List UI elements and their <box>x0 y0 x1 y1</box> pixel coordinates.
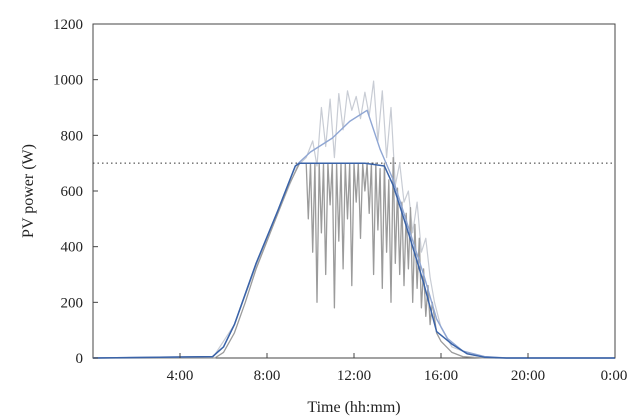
x-tick-label: 12:00 <box>337 368 371 384</box>
y-tick-label: 400 <box>61 240 84 256</box>
y-tick-label: 1200 <box>53 17 83 33</box>
x-tick-label: 4:00 <box>167 368 194 384</box>
series-layer <box>92 80 615 359</box>
x-tick-label: 20:00 <box>511 368 545 384</box>
x-tick-label: 8:00 <box>254 368 281 384</box>
y-tick-label: 200 <box>61 295 84 311</box>
y-axis-label: PV power (W) <box>20 144 37 238</box>
y-tick-label: 600 <box>61 184 84 200</box>
y-tick-label: 1000 <box>53 73 83 89</box>
y-axis-ticks: 0 200 400 600 800 1000 1200 <box>53 17 98 367</box>
x-axis-ticks: 4:00 8:00 12:00 16:00 20:00 0:00 <box>167 353 628 384</box>
series-line-3 <box>92 109 615 359</box>
y-tick-label: 0 <box>76 351 84 367</box>
series-line-1 <box>93 80 615 359</box>
y-tick-label: 800 <box>61 128 84 144</box>
x-axis-label: Time (hh:mm) <box>307 399 400 416</box>
series-line-4 <box>92 162 615 359</box>
x-tick-label: 16:00 <box>424 368 458 384</box>
series-line-2 <box>93 156 615 359</box>
x-tick-label: 0:00 <box>601 368 628 384</box>
